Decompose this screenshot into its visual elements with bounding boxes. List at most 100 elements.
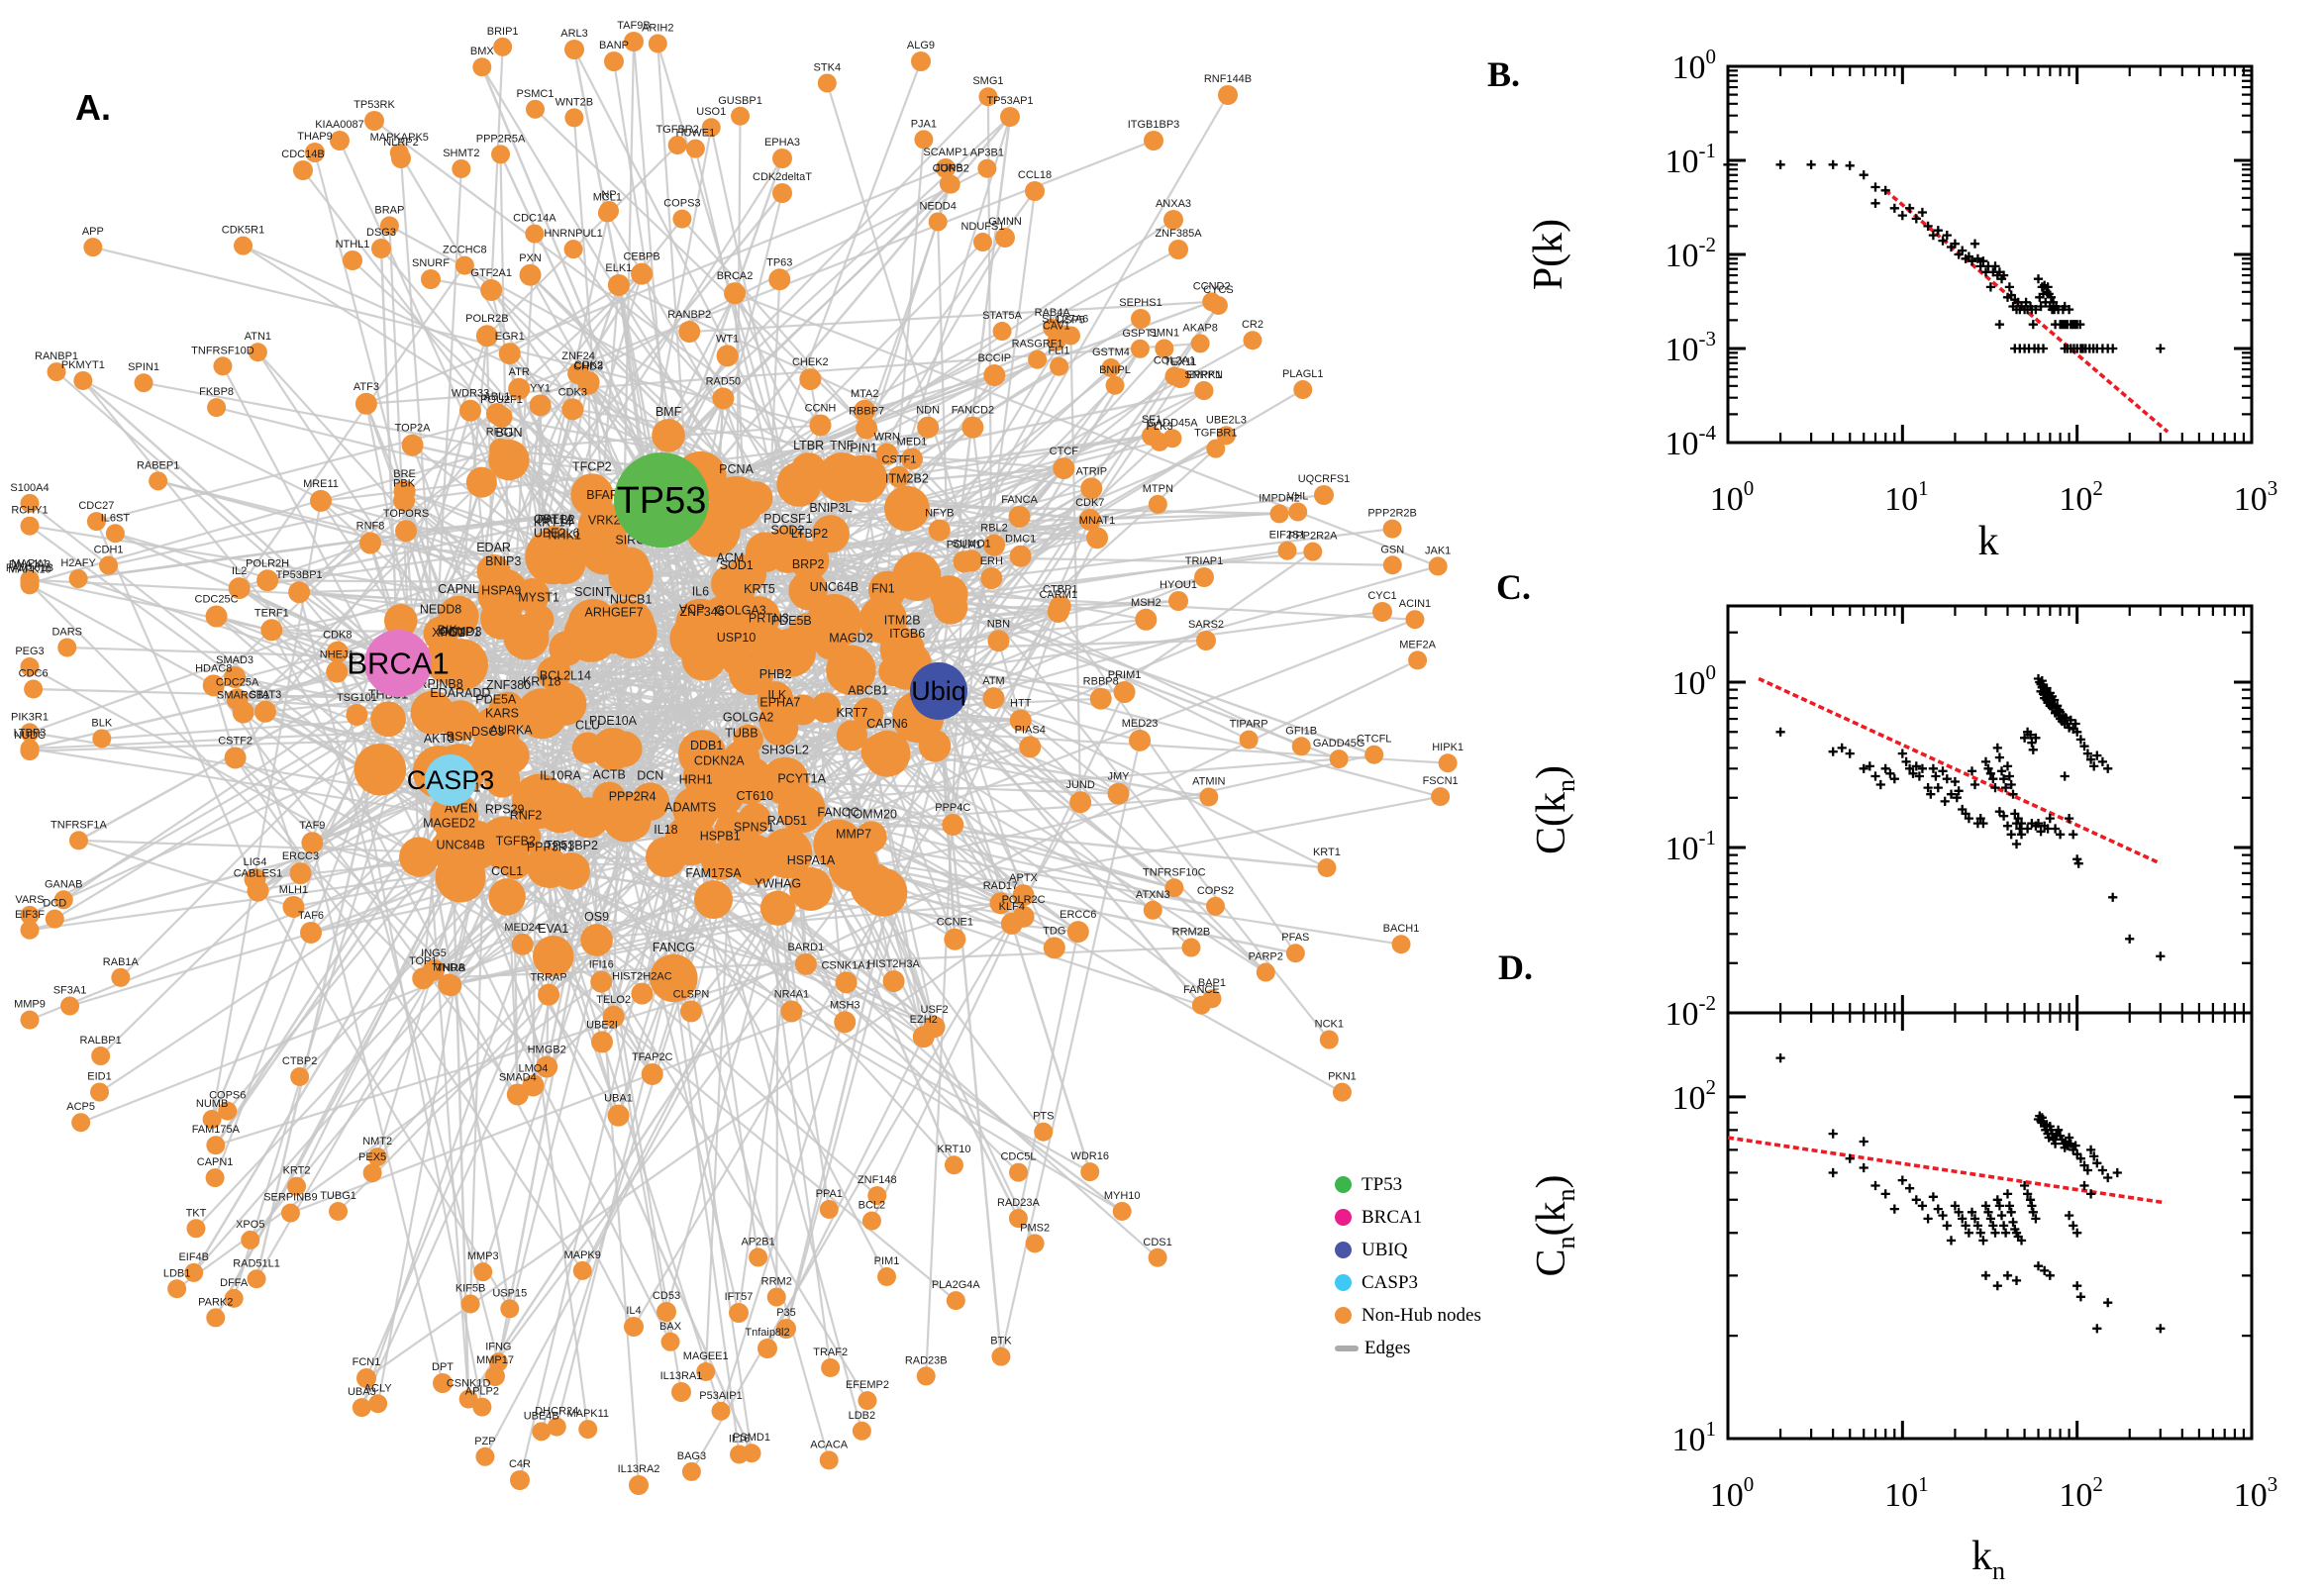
network-node — [749, 1247, 768, 1267]
network-node — [499, 848, 532, 880]
network-node — [900, 448, 923, 470]
network-edge — [970, 348, 1165, 562]
plot-frame — [1726, 604, 2254, 1015]
network-node-label: BGN — [495, 426, 522, 440]
network-node — [811, 515, 850, 553]
network-node-label: ZNF346 — [679, 605, 724, 619]
network-node — [224, 1288, 244, 1308]
network-node-label: EDARADD — [430, 686, 490, 700]
network-node — [1155, 339, 1174, 358]
network-node — [224, 747, 247, 769]
network-node — [1303, 542, 1323, 561]
network-node — [287, 1176, 307, 1196]
network-node — [343, 250, 362, 270]
network-node — [912, 1026, 935, 1048]
network-node — [980, 567, 1003, 590]
network-node — [567, 797, 610, 839]
network-node — [1431, 787, 1451, 807]
network-node — [1269, 504, 1289, 524]
network-node — [493, 37, 513, 56]
network-node — [20, 920, 40, 940]
network-node — [310, 489, 333, 512]
network-edge — [649, 499, 663, 802]
network-node — [577, 372, 600, 395]
network-node — [671, 1382, 691, 1402]
network-edge — [108, 499, 405, 567]
network-node — [20, 516, 40, 536]
network-node — [1181, 938, 1201, 957]
network-node — [465, 466, 497, 498]
y-tick-label: 10-2 — [1666, 991, 1717, 1033]
network-node — [484, 761, 521, 798]
network-node — [485, 1366, 505, 1386]
network-node — [733, 724, 763, 755]
network-node — [760, 756, 809, 805]
network-node — [788, 613, 827, 651]
y-tick-label: 10-1 — [1666, 139, 1717, 180]
network-node-label: SCINT — [574, 585, 612, 599]
network-edge — [143, 381, 501, 450]
network-node — [936, 158, 956, 178]
network-node — [282, 895, 305, 918]
network-edge — [681, 218, 867, 430]
network-node — [887, 465, 910, 488]
network-node-label: ITM2B — [884, 614, 921, 628]
network-node — [354, 392, 377, 415]
network-node — [1148, 1247, 1167, 1267]
network-node — [488, 878, 526, 916]
network-edge — [210, 662, 400, 1120]
network-edge — [114, 532, 399, 665]
network-node — [599, 201, 619, 221]
network-node — [983, 364, 1006, 387]
network-node-label: ADAMTS — [664, 801, 716, 815]
network-node — [469, 735, 503, 768]
network-node-label: ACTB — [593, 767, 626, 781]
network-node — [1382, 555, 1402, 575]
network-node — [1148, 494, 1167, 514]
network-node-label: HRH1 — [679, 772, 713, 786]
network-node — [1012, 884, 1035, 907]
network-node-label: MAGD2 — [829, 632, 873, 646]
network-edge — [937, 348, 1142, 692]
network-node — [685, 615, 734, 663]
x-tick-label: 101 — [1884, 1472, 1929, 1514]
y-tick-label: 100 — [1672, 660, 1717, 702]
network-node — [1190, 334, 1210, 353]
network-node — [672, 209, 692, 229]
network-node — [1009, 1162, 1029, 1182]
network-node — [572, 1260, 592, 1280]
network-node-label: RNF2 — [510, 808, 543, 822]
network-node — [508, 377, 531, 400]
network-node — [624, 1317, 644, 1337]
network-node — [293, 160, 313, 180]
network-edge — [82, 379, 399, 664]
network-node — [564, 40, 584, 59]
network-node — [933, 590, 968, 625]
network-node — [1391, 935, 1411, 954]
network-node-label: CAPN6 — [866, 717, 908, 731]
network-node — [475, 325, 498, 348]
network-edge — [547, 865, 1091, 1173]
network-node-label: MMP1 — [445, 625, 480, 639]
network-edge — [784, 690, 941, 1330]
network-node — [911, 51, 931, 71]
network-node — [607, 1104, 630, 1127]
network-node-label: BNIP3L — [809, 501, 852, 515]
network-node — [1293, 380, 1313, 400]
network-node-label: BFAR — [586, 488, 619, 502]
network-node — [20, 723, 40, 743]
network-node — [1043, 318, 1062, 338]
network-node — [961, 416, 984, 439]
network-node — [563, 240, 583, 259]
network-node — [1060, 326, 1080, 346]
network-node — [202, 1110, 222, 1130]
network-edge — [96, 416, 502, 523]
network-edge — [55, 370, 793, 1013]
network-node — [729, 1303, 749, 1323]
network-node — [679, 1000, 702, 1023]
network-edge — [863, 373, 995, 412]
network-node-label: DDB1 — [690, 739, 723, 752]
network-edge — [311, 842, 445, 1384]
network-node — [99, 555, 119, 575]
network-node — [992, 322, 1012, 342]
